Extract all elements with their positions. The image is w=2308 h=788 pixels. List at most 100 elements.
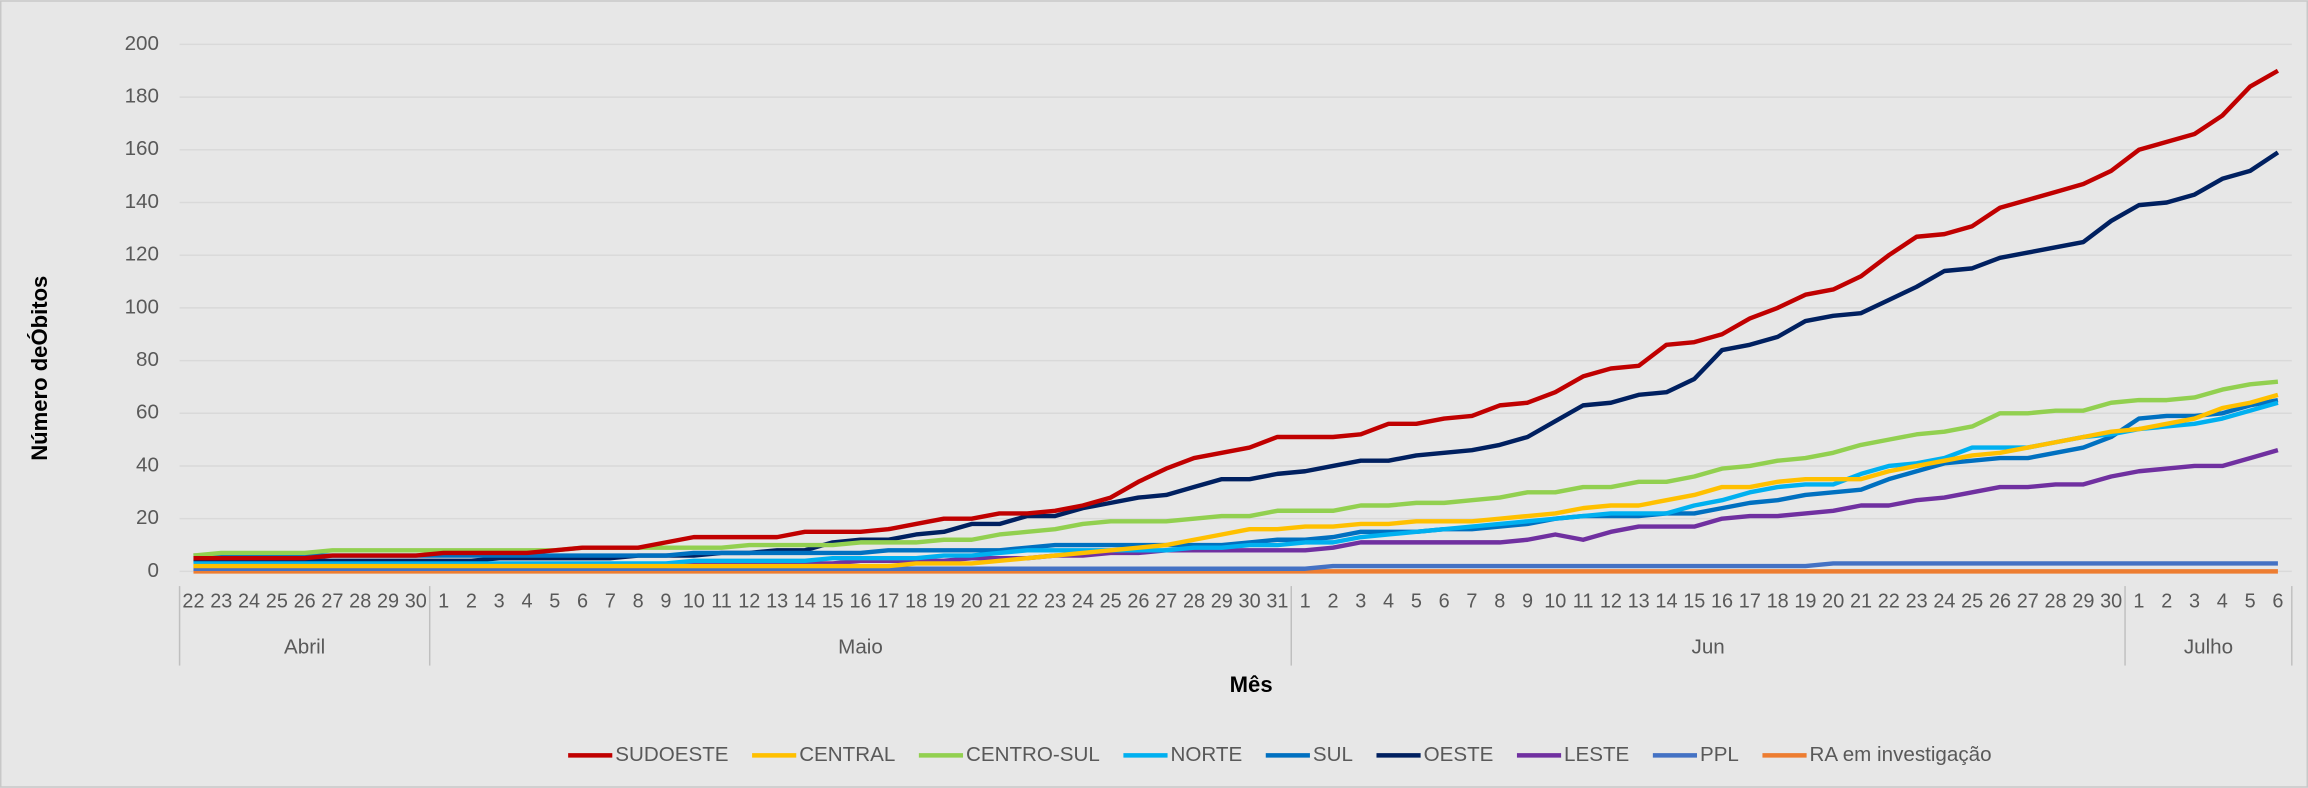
x-tick-label: 4 xyxy=(1383,591,1394,613)
y-tick-label: 80 xyxy=(136,348,159,371)
x-tick-label: 23 xyxy=(210,591,232,613)
x-tick-label: 24 xyxy=(1072,591,1094,613)
legend-label: RA em investigação xyxy=(1810,743,1992,766)
y-tick-label: 40 xyxy=(136,453,159,476)
x-tick-label: 23 xyxy=(1044,591,1066,613)
month-label: Jun xyxy=(1692,635,1725,658)
y-tick-label: 60 xyxy=(136,401,159,424)
x-tick-label: 27 xyxy=(321,591,343,613)
x-tick-label: 25 xyxy=(1100,591,1122,613)
x-tick-label: 16 xyxy=(849,591,871,613)
x-tick-label: 13 xyxy=(1628,591,1650,613)
x-tick-label: 25 xyxy=(1961,591,1983,613)
x-tick-label: 2 xyxy=(2161,591,2172,613)
series-line xyxy=(193,561,2278,571)
x-tick-label: 26 xyxy=(1989,591,2011,613)
x-tick-label: 20 xyxy=(961,591,983,613)
y-tick-label: 100 xyxy=(125,295,159,318)
x-tick-label: 11 xyxy=(1573,591,1594,613)
x-tick-label: 5 xyxy=(1411,591,1422,613)
x-tick-label: 30 xyxy=(1239,591,1261,613)
x-tick-label: 14 xyxy=(1655,591,1677,613)
x-tick-label: 18 xyxy=(1767,591,1789,613)
legend-label: OESTE xyxy=(1424,743,1494,766)
x-tick-label: 3 xyxy=(2189,591,2200,613)
y-tick-label: 120 xyxy=(125,243,159,266)
x-tick-label: 15 xyxy=(1683,591,1705,613)
x-tick-label: 5 xyxy=(549,591,560,613)
x-tick-label: 6 xyxy=(1439,591,1450,613)
series-line xyxy=(193,392,2279,569)
x-tick-label: 28 xyxy=(2045,591,2067,613)
x-tick-label: 7 xyxy=(1466,591,1477,613)
x-tick-label: 10 xyxy=(1544,591,1566,613)
y-tick-label: 160 xyxy=(125,137,159,160)
x-tick-label: 23 xyxy=(1906,591,1928,613)
x-tick-label: 16 xyxy=(1711,591,1733,613)
x-tick-label: 30 xyxy=(2100,591,2122,613)
legend-label: NORTE xyxy=(1170,743,1242,766)
series-line xyxy=(193,68,2280,561)
month-label: Julho xyxy=(2184,635,2233,658)
x-tick-label: 26 xyxy=(294,591,316,613)
x-axis-label: Mês xyxy=(1230,672,1273,697)
legend-label: SUL xyxy=(1313,743,1353,766)
x-tick-label: 27 xyxy=(1155,591,1177,613)
y-tick-label: 200 xyxy=(125,32,159,55)
series-line xyxy=(193,150,2280,564)
y-tick-label: 180 xyxy=(125,85,159,108)
x-tick-label: 17 xyxy=(877,591,899,613)
x-tick-label: 14 xyxy=(794,591,816,613)
x-tick-label: 24 xyxy=(1933,591,1955,613)
x-tick-label: 29 xyxy=(377,591,399,613)
x-tick-label: 26 xyxy=(1127,591,1149,613)
x-tick-label: 6 xyxy=(577,591,588,613)
x-tick-label: 29 xyxy=(2072,591,2094,613)
x-tick-label: 22 xyxy=(1016,591,1038,613)
x-tick-label: 21 xyxy=(988,591,1010,613)
x-tick-label: 28 xyxy=(1183,591,1205,613)
legend-label: CENTRAL xyxy=(799,743,895,766)
x-tick-label: 27 xyxy=(2017,591,2039,613)
y-tick-label: 20 xyxy=(136,506,159,529)
x-tick-label: 24 xyxy=(238,591,260,613)
x-tick-label: 8 xyxy=(1494,591,1505,613)
x-tick-label: 22 xyxy=(1878,591,1900,613)
x-tick-label: 25 xyxy=(266,591,288,613)
series-line xyxy=(193,400,2279,566)
x-tick-label: 10 xyxy=(683,591,705,613)
x-tick-label: 11 xyxy=(711,591,732,613)
x-tick-label: 4 xyxy=(521,591,532,613)
x-tick-label: 5 xyxy=(2245,591,2256,613)
x-tick-label: 18 xyxy=(905,591,927,613)
x-tick-label: 22 xyxy=(182,591,204,613)
x-tick-label: 9 xyxy=(1522,591,1533,613)
x-tick-label: 1 xyxy=(1300,591,1311,613)
x-tick-label: 30 xyxy=(405,591,427,613)
x-tick-label: 2 xyxy=(1327,591,1338,613)
x-tick-label: 12 xyxy=(1600,591,1622,613)
x-tick-label: 20 xyxy=(1822,591,1844,613)
y-tick-label: 140 xyxy=(125,190,159,213)
month-label: Maio xyxy=(838,635,883,658)
x-tick-label: 8 xyxy=(633,591,644,613)
x-tick-label: 9 xyxy=(660,591,671,613)
y-tick-label: 0 xyxy=(148,559,159,582)
month-label: Abril xyxy=(284,635,325,658)
x-tick-label: 7 xyxy=(605,591,616,613)
x-tick-label: 28 xyxy=(349,591,371,613)
x-tick-label: 29 xyxy=(1211,591,1233,613)
legend-label: CENTRO-SUL xyxy=(966,743,1100,766)
series-line xyxy=(193,397,2279,558)
x-tick-label: 4 xyxy=(2217,591,2228,613)
legend-label: PPL xyxy=(1700,743,1739,766)
x-tick-label: 2 xyxy=(466,591,477,613)
x-tick-label: 13 xyxy=(766,591,788,613)
x-tick-label: 1 xyxy=(2133,591,2144,613)
x-tick-label: 6 xyxy=(2272,591,2283,613)
x-tick-label: 19 xyxy=(933,591,955,613)
x-tick-label: 12 xyxy=(738,591,760,613)
